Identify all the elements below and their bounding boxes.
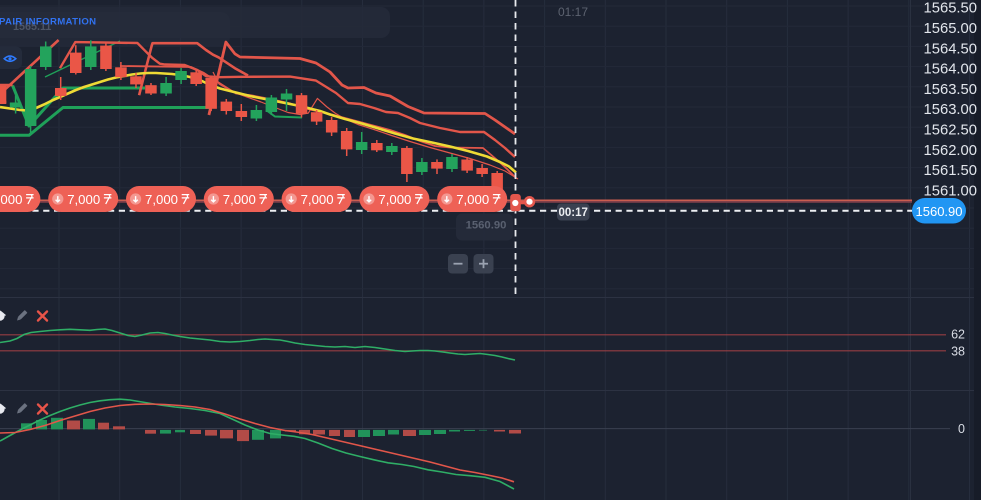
svg-text:7,000: 7,000 xyxy=(145,192,178,207)
svg-text:00:17: 00:17 xyxy=(558,207,587,219)
svg-text:1563.50: 1563.50 xyxy=(924,82,978,98)
svg-text:7,000: 7,000 xyxy=(223,192,256,207)
svg-text:1562.50: 1562.50 xyxy=(924,123,978,139)
svg-text:PAIR INFORMATION: PAIR INFORMATION xyxy=(0,17,96,28)
svg-text:7,000: 7,000 xyxy=(0,192,22,207)
svg-text:38: 38 xyxy=(951,345,965,359)
svg-text:01:17: 01:17 xyxy=(558,5,588,19)
svg-text:62: 62 xyxy=(951,328,965,342)
svg-text:1561.50: 1561.50 xyxy=(924,163,978,179)
svg-text:7,000: 7,000 xyxy=(456,192,489,207)
svg-text:1565.11: 1565.11 xyxy=(13,21,51,33)
svg-text:1565.00: 1565.00 xyxy=(924,21,978,37)
svg-text:1563.00: 1563.00 xyxy=(924,102,978,118)
svg-text:1560.90: 1560.90 xyxy=(916,204,963,219)
svg-text:1561.00: 1561.00 xyxy=(924,183,978,199)
svg-text:7,000: 7,000 xyxy=(67,192,100,207)
svg-text:1565.50: 1565.50 xyxy=(924,1,978,17)
svg-text:1564.00: 1564.00 xyxy=(924,62,978,78)
svg-text:1564.50: 1564.50 xyxy=(924,41,978,57)
svg-text:1562.00: 1562.00 xyxy=(924,143,978,159)
svg-text:1560.90: 1560.90 xyxy=(466,220,507,232)
svg-text:0: 0 xyxy=(958,422,965,436)
svg-text:7,000: 7,000 xyxy=(301,192,334,207)
svg-text:7,000: 7,000 xyxy=(378,192,411,207)
